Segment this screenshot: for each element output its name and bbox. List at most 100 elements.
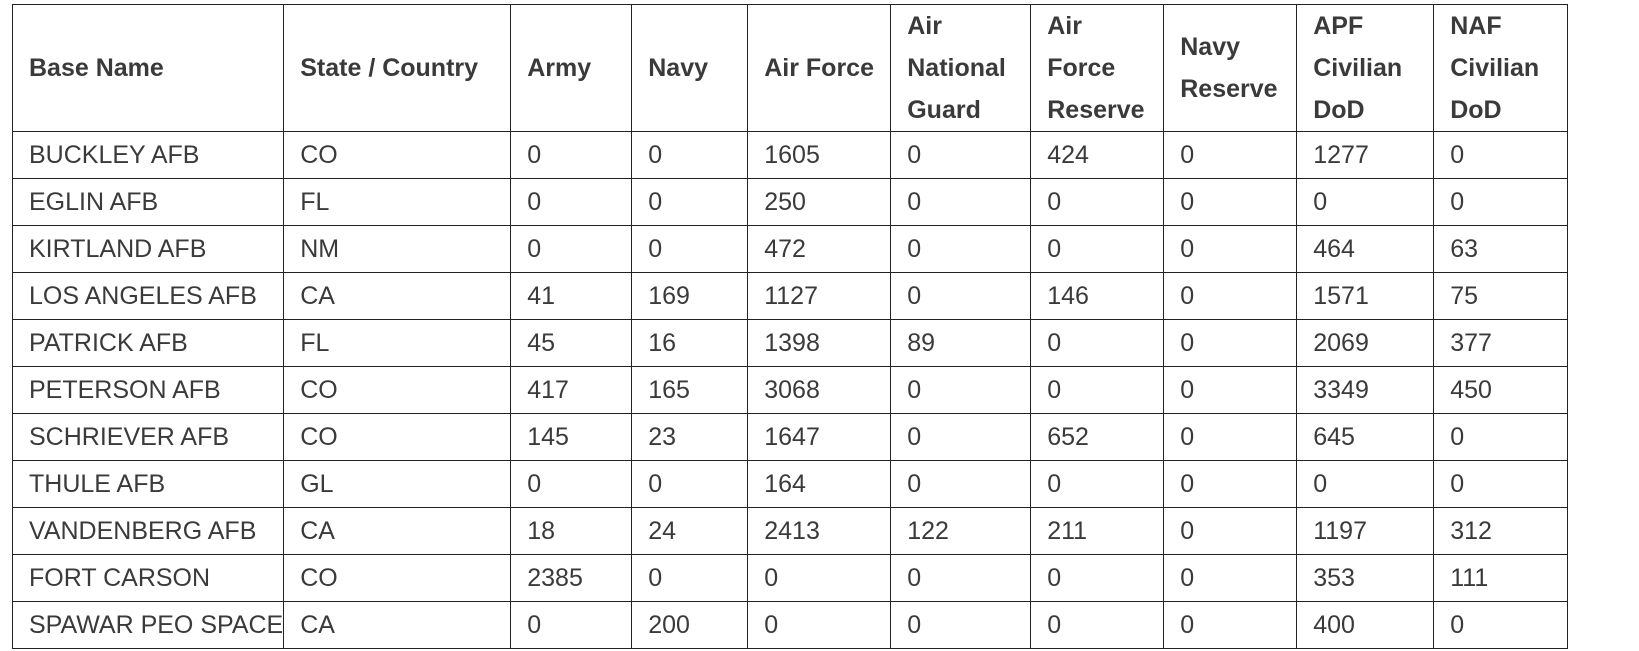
- table-cell-air-force: 1647: [747, 413, 892, 461]
- table-row: SCHRIEVER AFB CO 145 23 1647 0 652 0 645 0: [11, 413, 1569, 461]
- column-header-line: Navy: [1180, 33, 1240, 61]
- table-cell-base-name: VANDENBERG AFB: [11, 507, 285, 555]
- table-row: VANDENBERG AFB CA 18 24 2413 122 211 0 1197 312: [11, 507, 1569, 555]
- table-cell-naf-civilian-dod: 450: [1433, 366, 1569, 414]
- table-cell-air-force-reserve: 0: [1030, 225, 1165, 273]
- table-cell-air-force-reserve: 146: [1030, 272, 1165, 320]
- table-cell-navy: 24: [631, 507, 749, 555]
- table-cell-air-national-guard: 0: [890, 272, 1032, 320]
- table-cell-state-country: CA: [283, 272, 512, 320]
- table-cell-base-name: THULE AFB: [11, 460, 285, 508]
- table-cell-air-force-reserve: 0: [1030, 319, 1165, 367]
- table-cell-air-force: 250: [747, 178, 892, 226]
- table-cell-naf-civilian-dod: 0: [1433, 460, 1569, 508]
- table-cell-navy-reserve: 0: [1163, 178, 1298, 226]
- table-cell-army: 0: [510, 178, 633, 226]
- table-cell-army: 145: [510, 413, 633, 461]
- table-cell-navy-reserve: 0: [1163, 319, 1298, 367]
- table-cell-state-country: CO: [283, 366, 512, 414]
- table-cell-army: 0: [510, 601, 633, 649]
- table-cell-air-national-guard: 0: [890, 366, 1032, 414]
- table-body: BUCKLEY AFB CO 0 0 1605 0 424 0 1277 0 EGLIN AFB FL…: [11, 131, 1569, 649]
- table-cell-navy-reserve: 0: [1163, 507, 1298, 555]
- table-cell-apf-civilian-dod: 1197: [1296, 507, 1435, 555]
- column-header-line: NAF: [1450, 12, 1502, 40]
- table-cell-apf-civilian-dod: 353: [1296, 554, 1435, 602]
- table-header-row: Base Name State / Country Army Navy Air Forc…: [11, 4, 1569, 132]
- table-cell-apf-civilian-dod: 1277: [1296, 131, 1435, 179]
- table-cell-navy-reserve: 0: [1163, 225, 1298, 273]
- table-cell-base-name: BUCKLEY AFB: [11, 131, 285, 179]
- table-cell-navy: 0: [631, 225, 749, 273]
- column-header-line: Reserve: [1047, 96, 1145, 124]
- table-cell-state-country: NM: [283, 225, 512, 273]
- table-row: LOS ANGELES AFB CA 41 169 1127 0 146 0 1571 75: [11, 272, 1569, 320]
- table-cell-base-name: KIRTLAND AFB: [11, 225, 285, 273]
- table-cell-navy: 0: [631, 131, 749, 179]
- column-header-line: State / Country: [300, 54, 479, 82]
- column-header-line: DoD: [1450, 96, 1502, 124]
- table-cell-army: 45: [510, 319, 633, 367]
- table-cell-naf-civilian-dod: 0: [1433, 601, 1569, 649]
- column-header-line: Civilian: [1450, 54, 1540, 82]
- table-cell-state-country: FL: [283, 319, 512, 367]
- table-cell-air-national-guard: 0: [890, 131, 1032, 179]
- table-cell-air-force-reserve: 0: [1030, 366, 1165, 414]
- table-cell-air-force: 0: [747, 554, 892, 602]
- column-header-line: Force: [1047, 54, 1116, 82]
- column-header-line: APF: [1313, 12, 1364, 40]
- table-cell-air-force: 472: [747, 225, 892, 273]
- table-cell-naf-civilian-dod: 377: [1433, 319, 1569, 367]
- column-header-line: Army: [527, 54, 592, 82]
- table-cell-air-national-guard: 89: [890, 319, 1032, 367]
- table-cell-navy-reserve: 0: [1163, 601, 1298, 649]
- table-cell-state-country: GL: [283, 460, 512, 508]
- table-cell-air-national-guard: 0: [890, 601, 1032, 649]
- table-cell-air-force: 3068: [747, 366, 892, 414]
- table-row: PATRICK AFB FL 45 16 1398 89 0 0 2069 377: [11, 319, 1569, 367]
- table-cell-base-name: SCHRIEVER AFB: [11, 413, 285, 461]
- table-cell-air-force-reserve: 211: [1030, 507, 1165, 555]
- table-cell-navy: 0: [631, 554, 749, 602]
- table-cell-navy: 23: [631, 413, 749, 461]
- table-cell-apf-civilian-dod: 400: [1296, 601, 1435, 649]
- table-cell-apf-civilian-dod: 1571: [1296, 272, 1435, 320]
- table-cell-air-force-reserve: 652: [1030, 413, 1165, 461]
- table-cell-air-force-reserve: 0: [1030, 554, 1165, 602]
- table-cell-air-force-reserve: 0: [1030, 460, 1165, 508]
- table-cell-naf-civilian-dod: 0: [1433, 413, 1569, 461]
- table-cell-navy: 169: [631, 272, 749, 320]
- table-cell-air-force-reserve: 0: [1030, 601, 1165, 649]
- table-cell-army: 18: [510, 507, 633, 555]
- personnel-table: Base Name State / Country Army Navy Air Forc…: [11, 4, 1569, 649]
- table-cell-naf-civilian-dod: 75: [1433, 272, 1569, 320]
- table-cell-state-country: CA: [283, 507, 512, 555]
- table-cell-air-national-guard: 0: [890, 178, 1032, 226]
- table-cell-naf-civilian-dod: 0: [1433, 131, 1569, 179]
- table-row: EGLIN AFB FL 0 0 250 0 0 0 0 0: [11, 178, 1569, 226]
- column-header-army: Army: [510, 4, 633, 132]
- table-cell-state-country: CO: [283, 131, 512, 179]
- table-cell-navy-reserve: 0: [1163, 131, 1298, 179]
- column-header-line: Base Name: [29, 54, 164, 82]
- table-cell-air-force: 1398: [747, 319, 892, 367]
- table-cell-base-name: PATRICK AFB: [11, 319, 285, 367]
- table-cell-navy: 0: [631, 178, 749, 226]
- column-header-navy-reserve: Navy Reserve: [1163, 4, 1298, 132]
- table-cell-air-national-guard: 0: [890, 460, 1032, 508]
- table-cell-navy-reserve: 0: [1163, 554, 1298, 602]
- table-cell-air-national-guard: 0: [890, 225, 1032, 273]
- table-cell-air-force: 1605: [747, 131, 892, 179]
- table-cell-apf-civilian-dod: 3349: [1296, 366, 1435, 414]
- table-row: BUCKLEY AFB CO 0 0 1605 0 424 0 1277 0: [11, 131, 1569, 179]
- table-cell-navy: 200: [631, 601, 749, 649]
- table-cell-army: 2385: [510, 554, 633, 602]
- table-row: KIRTLAND AFB NM 0 0 472 0 0 0 464 63: [11, 225, 1569, 273]
- column-header-air-national-guard: Air National Guard: [890, 4, 1032, 132]
- table-cell-apf-civilian-dod: 464: [1296, 225, 1435, 273]
- table-cell-naf-civilian-dod: 0: [1433, 178, 1569, 226]
- column-header-air-force: Air Force: [747, 4, 892, 132]
- table-cell-apf-civilian-dod: 2069: [1296, 319, 1435, 367]
- table-cell-base-name: FORT CARSON: [11, 554, 285, 602]
- table-cell-state-country: FL: [283, 178, 512, 226]
